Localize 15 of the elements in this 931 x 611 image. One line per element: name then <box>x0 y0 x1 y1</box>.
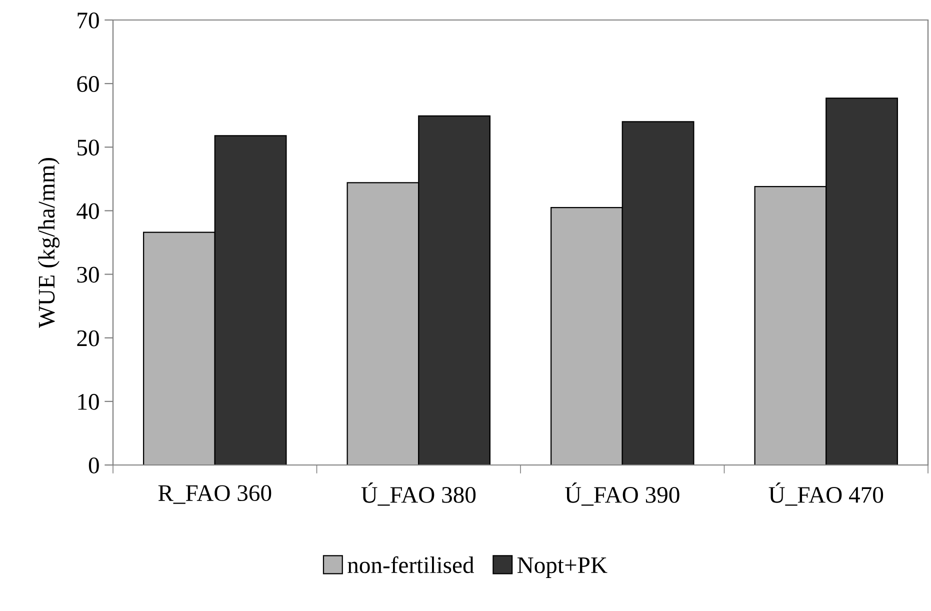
y-tick-label: 40 <box>76 203 99 220</box>
y-tick-label: 70 <box>78 12 99 28</box>
y-tick-label: 20 <box>77 330 99 346</box>
y-axis-title: WUE (kg/ha/mm) <box>38 158 60 328</box>
y-tick-label: 50 <box>78 140 99 156</box>
legend-label: Nopt+PK <box>517 557 608 578</box>
legend-label: non-fertilised <box>348 556 474 574</box>
x-tick-label: R_FAO 360 <box>158 485 272 504</box>
x-tick-label: Ú_FAO 470 <box>768 482 884 506</box>
y-tick-label: 10 <box>78 394 99 410</box>
y-tick-label: 30 <box>77 266 99 283</box>
x-tick-label: Ú_FAO 380 <box>361 482 476 506</box>
y-tick-label: 0 <box>88 457 99 474</box>
y-tick-label: 60 <box>77 76 99 92</box>
x-tick-label: Ú_FAO 390 <box>565 482 680 506</box>
